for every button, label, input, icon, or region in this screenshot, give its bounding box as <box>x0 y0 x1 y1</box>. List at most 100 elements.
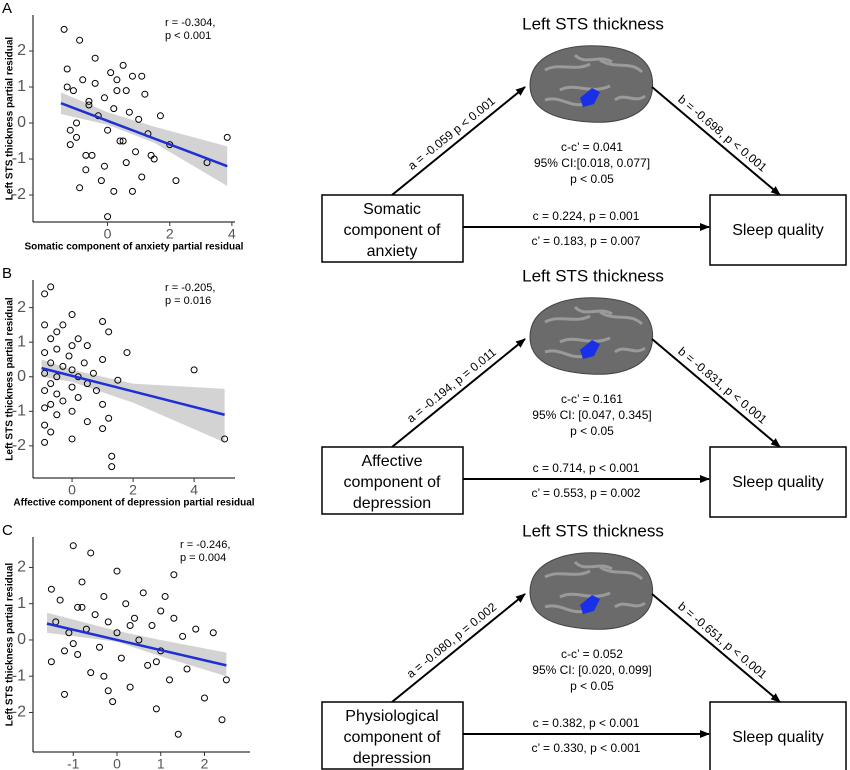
mediator-stat: c-c’ = 0.041 <box>561 140 623 154</box>
point <box>41 421 49 429</box>
path-a-label: a = -0.080, p = 0.002 <box>404 600 500 681</box>
predictor-label: component of <box>344 729 442 746</box>
point <box>79 76 87 84</box>
stat-annotation: p = 0.016 <box>165 295 211 307</box>
point <box>141 90 149 98</box>
point <box>68 311 76 319</box>
point <box>92 387 100 395</box>
y-tick-label: 0 <box>17 631 26 648</box>
path-c-label: c = 0.224, p = 0.001 <box>533 209 640 223</box>
outcome-label: Sleep quality <box>732 474 824 491</box>
y-axis-label: Left STS thickness partial residual <box>5 37 16 201</box>
mediator-stat: c-c’ = 0.052 <box>561 647 623 661</box>
point <box>100 592 108 600</box>
point <box>122 159 130 167</box>
point <box>221 435 229 443</box>
y-tick-label: -2 <box>12 704 26 721</box>
point <box>88 151 96 159</box>
point <box>47 335 55 343</box>
brain-gyrus <box>544 97 586 107</box>
path-a-label: a = -0.059 p < 0.001 <box>405 94 498 173</box>
mediator-title: Left STS thickness <box>522 266 664 285</box>
mediator-stat: p < 0.05 <box>570 424 614 438</box>
point <box>223 133 231 141</box>
path-c-label: c = 0.382, p < 0.001 <box>533 716 640 730</box>
point <box>122 87 130 95</box>
y-tick-label: -1 <box>12 150 26 167</box>
point <box>69 542 77 550</box>
path-b-label: b = -0.831, p < 0.001 <box>675 344 770 427</box>
brain-gyrus <box>573 53 613 64</box>
point <box>99 317 107 325</box>
x-tick-label: 1 <box>157 756 165 770</box>
point <box>47 658 55 666</box>
point <box>161 592 169 600</box>
path-b-label: b = -0.651, p < 0.001 <box>675 599 770 682</box>
point <box>68 435 76 443</box>
point <box>99 425 107 433</box>
path-a-arrow <box>391 338 526 448</box>
point <box>218 716 226 724</box>
point <box>63 83 71 91</box>
y-tick-label: 1 <box>17 333 26 350</box>
path-c-prime-label: c’ = 0.183, p = 0.007 <box>532 234 641 248</box>
point <box>76 36 84 44</box>
y-axis-label: Left STS thickness partial residual <box>5 297 16 461</box>
y-tick-label: 0 <box>17 114 26 131</box>
point <box>73 133 81 141</box>
point <box>41 438 49 446</box>
predictor-label: component of <box>344 474 442 491</box>
mediator-stat: 95% CI: [0.020, 0.099] <box>532 663 651 677</box>
point <box>192 625 200 633</box>
x-tick-label: 2 <box>129 482 137 498</box>
point <box>157 607 165 615</box>
point <box>68 407 76 415</box>
predictor-label: depression <box>353 750 431 767</box>
x-tick-label: 4 <box>190 482 198 498</box>
point <box>87 669 95 677</box>
panel-letter: A <box>2 0 12 17</box>
point <box>104 687 112 695</box>
point <box>170 614 178 622</box>
brain-gyrus <box>544 349 586 359</box>
point <box>148 621 156 629</box>
point <box>65 352 73 360</box>
confidence-band <box>41 359 225 443</box>
brain-gyrus <box>559 336 611 344</box>
point <box>132 148 140 156</box>
point <box>41 321 49 329</box>
stat-annotation: r = -0.205, <box>165 282 215 294</box>
point <box>138 72 146 80</box>
point <box>152 705 160 713</box>
point <box>47 400 55 408</box>
path-b-label: b = -0.698, p < 0.001 <box>675 92 770 175</box>
y-tick-label: -1 <box>12 403 26 420</box>
point <box>113 76 121 84</box>
point <box>59 362 67 370</box>
brain-gyrus <box>599 58 644 74</box>
y-tick-label: 1 <box>17 595 26 612</box>
panel-letter: C <box>2 522 13 539</box>
point <box>113 87 121 95</box>
mediator-stat: 95% CI:[0.018, 0.077] <box>534 156 650 170</box>
brain-gyrus <box>544 604 586 614</box>
point <box>80 359 88 367</box>
point <box>82 151 90 159</box>
point <box>119 137 127 145</box>
mediation-diagram: Left STS thickness c-c’ = 0.052 95% CI: [0… <box>321 521 847 770</box>
mediator-stat: 95% CI: [0.047, 0.345] <box>532 408 651 422</box>
point <box>144 661 152 669</box>
point <box>69 640 77 648</box>
point <box>128 187 136 195</box>
point <box>131 614 138 622</box>
point <box>53 328 61 336</box>
x-tick-label: 0 <box>113 756 121 770</box>
point <box>47 428 55 436</box>
mediator-title: Left STS thickness <box>522 14 664 33</box>
stat-annotation: r = -0.246, <box>180 539 230 551</box>
y-tick-label: 0 <box>17 368 26 385</box>
path-a-arrow <box>391 86 526 196</box>
point <box>41 290 49 298</box>
point <box>100 672 108 680</box>
point <box>61 647 68 655</box>
